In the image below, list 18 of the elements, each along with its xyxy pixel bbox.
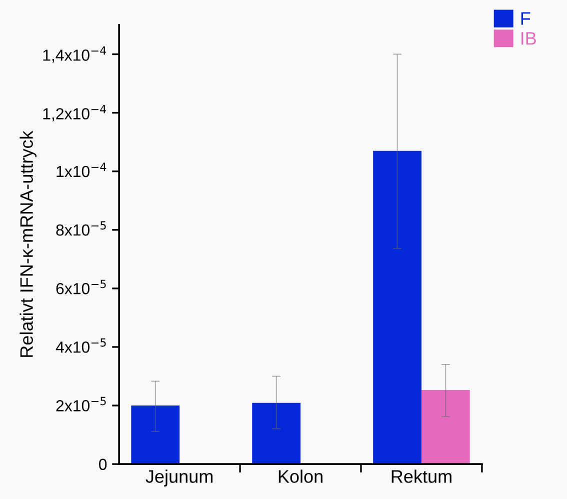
legend-label: IB <box>522 32 536 45</box>
bar <box>252 402 301 464</box>
legend-label: F <box>521 12 530 25</box>
y-tick-label: 0 <box>99 458 107 470</box>
y-tick-label: 8x10$^{−5}$ <box>56 221 106 236</box>
bar <box>131 406 180 464</box>
x-tick-label: Rektum <box>392 470 452 483</box>
bar <box>421 390 470 464</box>
y-tick-label: 1,2x10$^{−4}$ <box>43 104 106 122</box>
y-tick-label: 2x10$^{−5}$ <box>56 396 106 412</box>
x-tick-label: Kolon <box>278 470 322 483</box>
y-tick-label: 4x10$^{−5}$ <box>56 338 106 353</box>
y-axis-title: Relativt IFN-κ-mRNA-uttryck <box>20 130 37 357</box>
y-tick-label: 6x10$^{−5}$ <box>56 280 106 294</box>
y-tick-label: 1,4x10$^{−4}$ <box>43 46 106 63</box>
bar <box>373 150 422 464</box>
x-tick-label: Jejunum <box>146 470 212 486</box>
y-tick-label: 1x10$^{−4}$ <box>56 162 106 178</box>
